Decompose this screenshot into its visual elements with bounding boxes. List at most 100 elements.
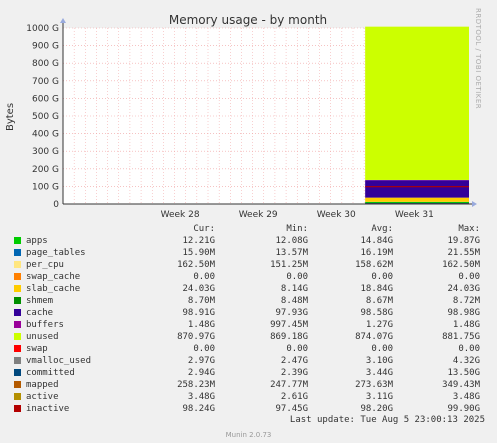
- legend-row-slab-cache: slab_cache 24.03G 8.14G 18.84G 24.03G: [12, 283, 487, 295]
- x-tick-label: Week 31: [395, 210, 434, 220]
- y-tick-label: 800 G: [32, 59, 59, 69]
- legend-swatch: [14, 321, 21, 328]
- legend-cur: 8.70M: [187, 296, 215, 306]
- y-tick-label: 500 G: [32, 112, 59, 122]
- y-tick-label: 0: [53, 200, 59, 210]
- legend-avg: 8.67M: [365, 296, 393, 306]
- legend-row-unused: unused 870.97G 869.18G 874.07G 881.75G: [12, 331, 487, 343]
- x-tick-label: Week 29: [239, 210, 278, 220]
- legend-cur: 98.24G: [182, 404, 215, 414]
- legend-row-swap: swap 0.00 0.00 0.00 0.00: [12, 343, 487, 355]
- legend-swatch: [14, 273, 21, 280]
- legend-row-swap-cache: swap_cache 0.00 0.00 0.00 0.00: [12, 271, 487, 283]
- legend-min: 8.48M: [280, 296, 308, 306]
- legend-header-max: Max:: [458, 224, 480, 234]
- x-tick-label: Week 30: [317, 210, 356, 220]
- legend-swatch: [14, 309, 21, 316]
- legend-avg: 1.27G: [365, 320, 393, 330]
- legend-name: apps: [26, 236, 48, 246]
- legend-max: 8.72M: [452, 296, 480, 306]
- legend-row-committed: committed 2.94G 2.39G 3.44G 13.50G: [12, 367, 487, 379]
- legend-row-mapped: mapped 258.23M 247.77M 273.63M 349.43M: [12, 379, 487, 391]
- legend-max: 162.50M: [442, 260, 480, 270]
- legend-cur: 3.48G: [187, 392, 215, 402]
- legend-table: Cur: Min: Avg: Max: apps 12.21G 12.08G 14.8…: [12, 223, 487, 415]
- legend-name: buffers: [26, 320, 64, 330]
- y-tick-label: 600 G: [32, 94, 59, 104]
- legend-cur: 2.97G: [187, 356, 215, 366]
- legend-name: inactive: [26, 404, 70, 414]
- legend-swatch: [14, 369, 21, 376]
- legend-name: swap: [26, 344, 48, 354]
- legend-min: 12.08G: [275, 236, 308, 246]
- legend-avg: 158.62M: [355, 260, 393, 270]
- legend-rows: apps 12.21G 12.08G 14.84G 19.87G page_tables 1…: [12, 235, 487, 415]
- legend-name: per_cpu: [26, 260, 64, 270]
- legend-swatch: [14, 285, 21, 292]
- y-tick-label: 700 G: [32, 77, 59, 87]
- series-area: [365, 26, 469, 205]
- y-tick-label: 100 G: [32, 182, 59, 192]
- legend-name: swap_cache: [26, 272, 81, 282]
- last-update: Last update: Tue Aug 5 23:00:13 2025: [289, 415, 485, 425]
- legend-avg: 98.20G: [360, 404, 393, 414]
- legend-name: cache: [26, 308, 54, 318]
- y-tick-label: 1000 G: [26, 24, 59, 34]
- tick-labels: 0 100 G 200 G 300 G 400 G 500 G 600 G 700 G 800 …: [26, 24, 434, 220]
- legend-swatch: [14, 393, 21, 400]
- legend-max: 19.87G: [447, 236, 480, 246]
- y-tick-label: 400 G: [32, 130, 59, 140]
- legend-cur: 2.94G: [187, 368, 215, 378]
- legend-name: shmem: [26, 296, 54, 306]
- legend-max: 98.98G: [447, 308, 480, 318]
- legend-min: 0.00: [286, 344, 308, 354]
- legend-avg: 273.63M: [355, 380, 393, 390]
- legend-cur: 15.90M: [182, 248, 215, 258]
- y-axis-label: Bytes: [5, 103, 16, 131]
- legend-max: 4.32G: [452, 356, 480, 366]
- legend-header-avg: Avg:: [371, 224, 393, 234]
- legend-avg: 16.19M: [360, 248, 393, 258]
- legend-row-shmem: shmem 8.70M 8.48M 8.67M 8.72M: [12, 295, 487, 307]
- legend-row-per-cpu: per_cpu 162.50M 151.25M 158.62M 162.50M: [12, 259, 487, 271]
- legend-cur: 258.23M: [177, 380, 215, 390]
- legend-name: page_tables: [26, 248, 86, 258]
- legend-min: 2.61G: [280, 392, 308, 402]
- legend-max: 349.43M: [442, 380, 480, 390]
- legend-avg: 0.00: [371, 272, 393, 282]
- legend-cur: 870.97G: [177, 332, 215, 342]
- legend-swatch: [14, 381, 21, 388]
- legend-row-page-tables: page_tables 15.90M 13.57M 16.19M 21.55M: [12, 247, 487, 259]
- legend-max: 24.03G: [447, 284, 480, 294]
- legend-cur: 1.48G: [187, 320, 215, 330]
- rrdtool-watermark: RRDTOOL / TOBI OETIKER: [474, 8, 482, 110]
- legend-swatch: [14, 333, 21, 340]
- legend-name: slab_cache: [26, 284, 81, 294]
- area-unused: [365, 26, 469, 180]
- legend-swatch: [14, 405, 21, 412]
- legend-min: 997.45M: [270, 320, 308, 330]
- legend-max: 0.00: [458, 272, 480, 282]
- y-axis-arrow: [60, 18, 66, 23]
- legend-min: 869.18G: [270, 332, 308, 342]
- legend-header-min: Min:: [286, 224, 308, 234]
- legend-row-inactive: inactive 98.24G 97.45G 98.20G 99.90G: [12, 403, 487, 415]
- legend-header-cur: Cur:: [193, 224, 215, 234]
- legend-min: 151.25M: [270, 260, 308, 270]
- legend-min: 97.45G: [275, 404, 308, 414]
- legend-cur: 98.91G: [182, 308, 215, 318]
- legend-min: 97.93G: [275, 308, 308, 318]
- axes: [60, 18, 477, 207]
- legend-min: 8.14G: [280, 284, 308, 294]
- legend-min: 2.39G: [280, 368, 308, 378]
- legend-name: vmalloc_used: [26, 356, 92, 366]
- legend-name: mapped: [26, 380, 59, 390]
- legend-swatch: [14, 297, 21, 304]
- y-tick-label: 200 G: [32, 165, 59, 175]
- area-slab-cache: [365, 197, 469, 202]
- legend-avg: 0.00: [371, 344, 393, 354]
- y-tick-label: 300 G: [32, 147, 59, 157]
- legend-row-buffers: buffers 1.48G 997.45M 1.27G 1.48G: [12, 319, 487, 331]
- legend-cur: 0.00: [193, 272, 215, 282]
- legend-cur: 12.21G: [182, 236, 215, 246]
